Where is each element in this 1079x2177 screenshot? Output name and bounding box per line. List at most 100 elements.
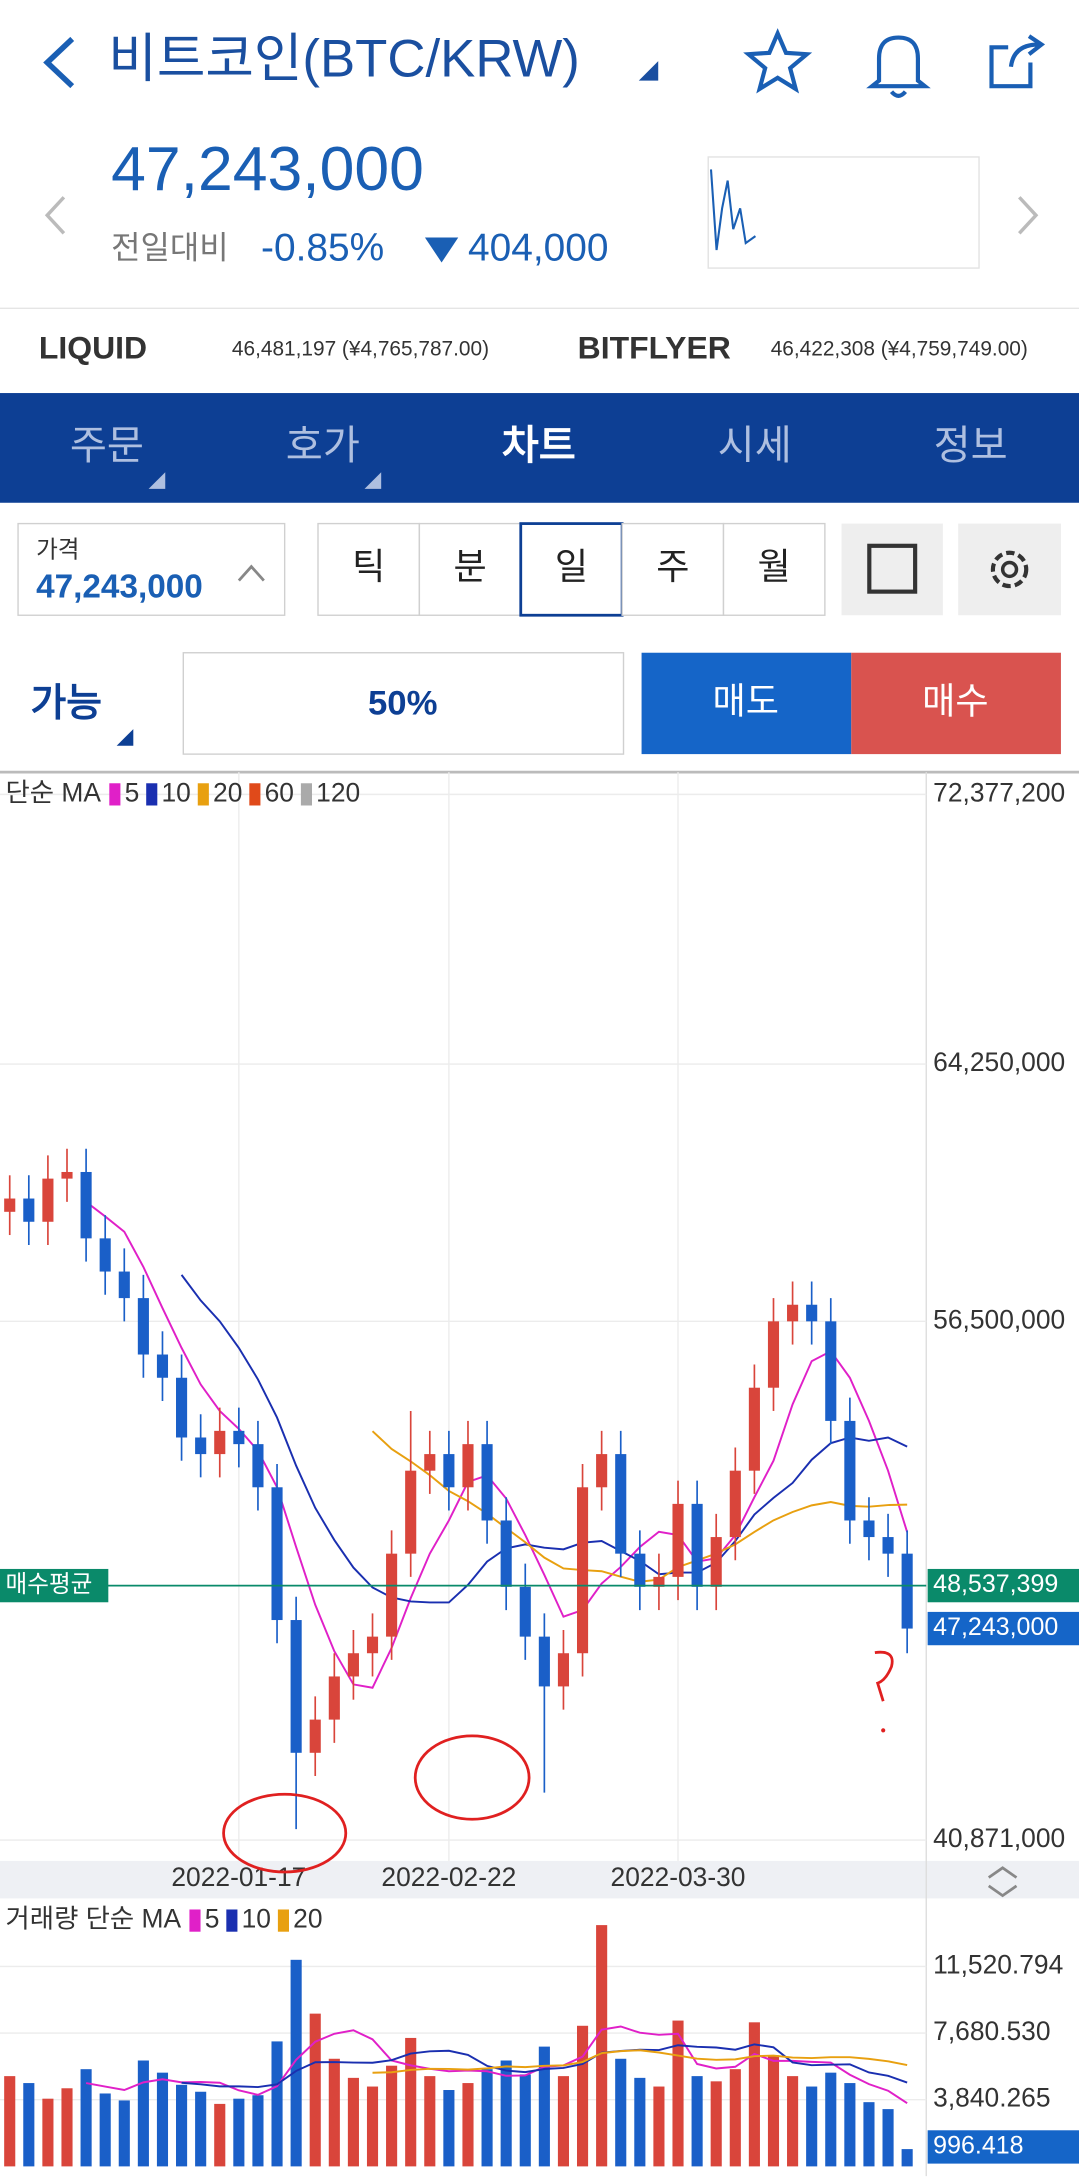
settings-icon [990,550,1029,589]
volume-bar [787,2076,799,2167]
volume-bar [710,2081,722,2167]
volume-bar [366,2086,379,2167]
exchange-quote: 46,481,197 (¥4,765,787.00) [232,338,489,361]
volume-bar [214,2103,226,2167]
period-label: 월 [758,546,791,587]
volume-bar [99,2093,111,2167]
volume-bar [882,2109,894,2167]
tab-dropdown [364,472,382,489]
tab[interactable]: 차트 [502,423,576,468]
volume-bar [176,2084,188,2167]
candle-body [882,1537,894,1554]
current-tag [927,1611,1079,1646]
volume-bar [557,2076,570,2167]
ratio-box[interactable] [182,652,625,755]
volume-bar [347,2077,359,2167]
annotation [874,1650,894,1702]
change-label: 전일대비 [111,229,228,265]
legend-swatch [226,1909,238,1932]
period-button[interactable] [519,522,624,617]
settings-icon [1000,560,1019,579]
y-tick-label: 72,377,200 [933,777,1065,807]
volume-bar [748,2022,760,2167]
candle-body [118,1271,130,1299]
price-box-value: 47,243,000 [36,569,203,606]
volume-bar [443,2090,455,2167]
period-button[interactable] [317,522,421,616]
legend-swatch [277,1909,289,1932]
annotation [881,1728,886,1733]
tab[interactable]: 시세 [718,423,792,468]
volume-ma-line [85,2025,908,2105]
candle-body [271,1487,283,1621]
price: 47,243,000 [111,134,424,204]
volume-bar [137,2060,149,2167]
candle-body [596,1454,608,1488]
volume-bar [844,2083,856,2167]
settings-button[interactable] [958,523,1061,616]
volume-bar [634,2077,646,2167]
candle-body [672,1503,684,1577]
available[interactable]: 가능 [31,682,103,725]
title-dropdown[interactable] [638,61,659,81]
buy-button[interactable] [851,652,1061,755]
favorite-icon[interactable] [743,28,813,94]
volume-bar [4,2076,16,2167]
legend-swatch [109,783,121,806]
candle-body [844,1420,856,1521]
volume-bar [23,2083,35,2167]
candle-body [347,1653,359,1677]
ma-line [180,1274,908,1604]
sparkline [709,169,757,251]
candle-body [42,1178,54,1222]
exchange-quote: 46,422,308 (¥4,759,749.00) [771,338,1028,361]
period-button[interactable] [722,522,826,616]
tab[interactable]: 주문 [70,423,144,468]
back-button[interactable] [43,36,75,89]
legend-label: 5 [205,1904,220,1934]
sell-button[interactable] [641,652,852,755]
candle-body [462,1444,474,1488]
volume-bar [42,2098,54,2167]
volume-bar [233,2098,245,2167]
candle-body [863,1520,875,1538]
volume-bar [538,2046,550,2167]
candle-body [99,1238,111,1272]
legend-swatch [146,783,158,806]
period-button[interactable] [621,522,725,616]
layout-button[interactable] [841,523,943,616]
candle-body [710,1537,722,1587]
candle-body [23,1198,35,1222]
legend-label: 120 [316,777,360,807]
candle-body [615,1454,627,1554]
down-triangle [424,237,459,263]
volume-bar [481,2069,493,2167]
candle-body [156,1354,169,1378]
share-icon[interactable] [989,34,1046,89]
exchange-name: BITFLYER [578,329,731,365]
tab-bar [0,393,1079,503]
exchange-name: LIQUID [39,329,147,365]
resize-handle[interactable] [987,1866,1018,1898]
period-button[interactable] [418,522,522,616]
volume-bar [825,2072,837,2167]
legend-label: 20 [213,777,242,807]
volume-bar [252,2095,264,2167]
volume-bar [767,2055,780,2167]
next-arrow[interactable] [1018,196,1039,235]
tab[interactable]: 호가 [286,423,360,468]
candle-body [252,1444,264,1488]
tab[interactable]: 정보 [934,423,1008,468]
price-box[interactable] [17,522,286,616]
volume-bar [405,2037,417,2167]
alert-icon[interactable] [866,35,931,98]
legend-swatch [189,1909,201,1932]
legend-label: 10 [242,1904,271,1934]
prev-arrow[interactable] [44,196,66,235]
candle-body [500,1520,512,1587]
avg-value-tag [927,1568,1079,1603]
legend-label: 60 [265,777,294,807]
legend-title: 단순 MA [6,777,102,807]
